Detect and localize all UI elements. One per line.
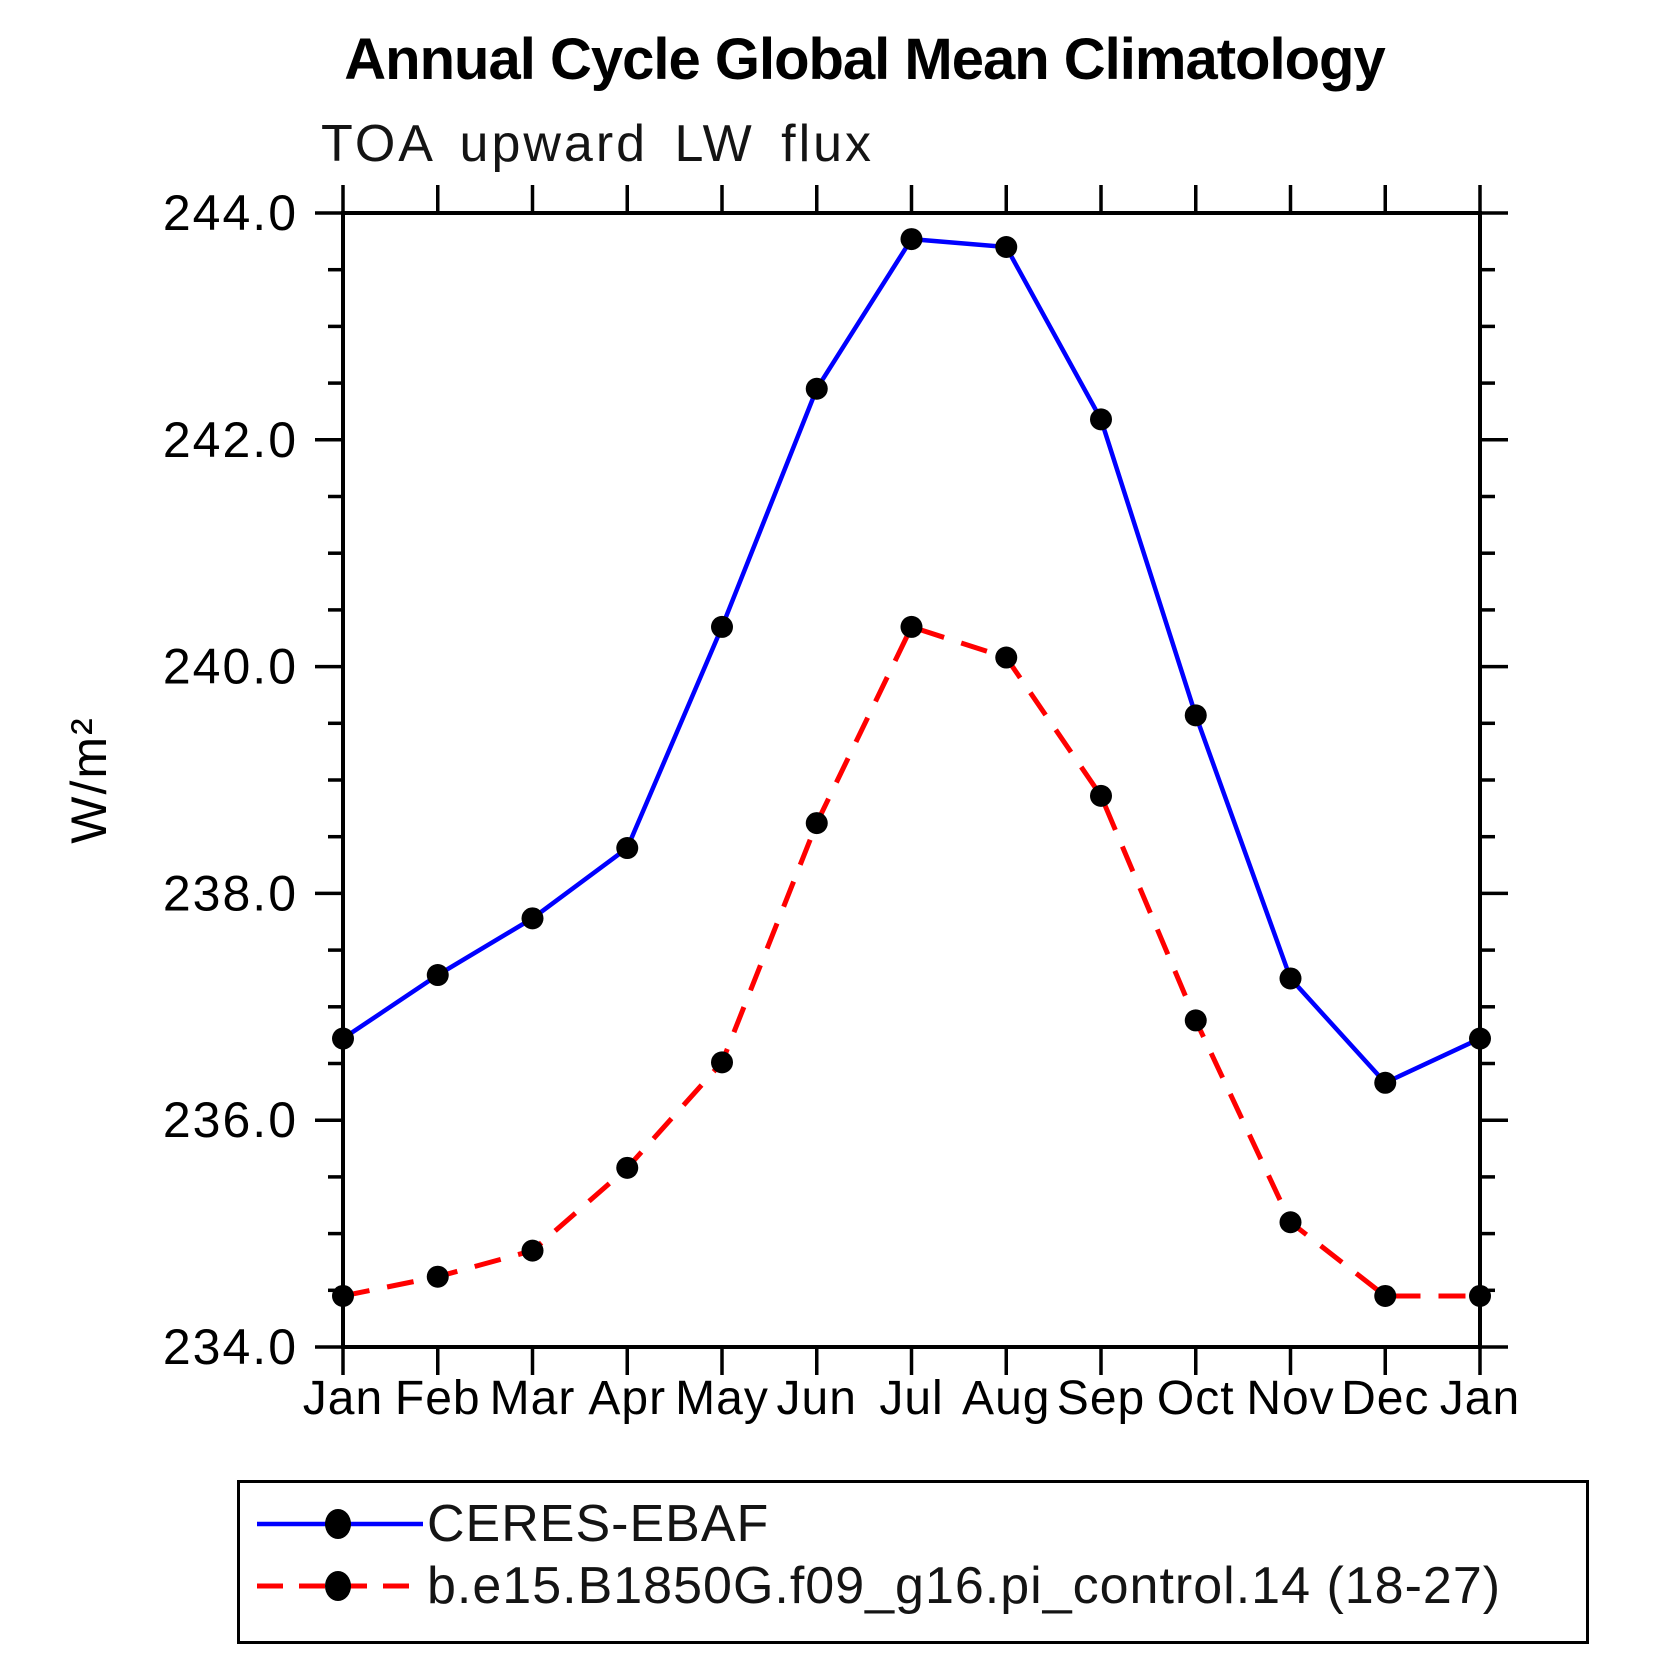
x-tick-label: Nov <box>1246 1372 1334 1425</box>
x-tick-label: Jan <box>1440 1372 1520 1425</box>
data-point-s0-12 <box>1469 1027 1491 1050</box>
data-point-s1-1 <box>426 1265 449 1288</box>
series-line-1 <box>342 623 1480 1299</box>
y-tick-label: 238.0 <box>163 865 298 921</box>
x-tick-label: Jun <box>777 1372 857 1425</box>
data-point-s0-10 <box>1279 967 1302 990</box>
data-point-s0-8 <box>1090 408 1112 431</box>
x-tick-label: Aug <box>962 1372 1050 1425</box>
data-point-s0-6 <box>900 228 923 251</box>
x-tick-label: Mar <box>490 1372 576 1425</box>
legend-sample-dashed-line <box>257 1571 423 1601</box>
plot-border <box>341 211 1482 1349</box>
y-tick-label: 242.0 <box>163 412 298 468</box>
y-tick-label: 244.0 <box>163 185 298 241</box>
data-point-s1-6 <box>900 615 923 638</box>
x-tick-label: Dec <box>1341 1372 1429 1425</box>
data-point-s1-2 <box>521 1239 544 1262</box>
data-point-s1-3 <box>616 1156 639 1179</box>
legend-label-model: b.e15.B1850G.f09_g16.pi_control.14 (18-2… <box>427 1557 1502 1615</box>
data-point-s0-5 <box>805 377 828 400</box>
series-line-0 <box>341 236 1481 1086</box>
data-point-s0-11 <box>1374 1071 1397 1094</box>
legend-sample-solid-line <box>257 1509 423 1539</box>
data-point-s0-0 <box>332 1027 354 1050</box>
data-point-s1-12 <box>1469 1284 1491 1307</box>
data-point-s1-8 <box>1090 784 1112 807</box>
chart-subtitle: TOA upward LW flux <box>321 115 875 173</box>
x-tick-label: May <box>675 1372 769 1425</box>
legend-item-observation: CERES-EBAF <box>240 1493 1586 1555</box>
data-point-s0-2 <box>521 907 544 930</box>
chart-title: Annual Cycle Global Mean Climatology <box>344 27 1385 92</box>
y-tick-label: 234.0 <box>163 1319 298 1375</box>
data-point-s1-5 <box>805 812 828 835</box>
x-tick-label: Apr <box>588 1372 666 1425</box>
y-axis-title: W/m² <box>61 716 117 843</box>
data-point-s0-3 <box>616 837 639 860</box>
x-tick-label: Feb <box>395 1372 481 1425</box>
legend: CERES-EBAF b.e15.B1850G.f09_g16.pi_contr… <box>237 1480 1589 1644</box>
data-point-s0-9 <box>1184 704 1207 727</box>
x-tick-label: Oct <box>1157 1372 1235 1425</box>
data-point-s1-7 <box>995 646 1018 669</box>
data-point-s1-10 <box>1279 1211 1302 1234</box>
y-tick-label: 236.0 <box>163 1092 298 1148</box>
data-point-s1-9 <box>1184 1009 1207 1032</box>
x-tick-label: Sep <box>1057 1372 1145 1425</box>
data-point-s1-4 <box>711 1051 733 1074</box>
data-point-s0-1 <box>426 964 449 987</box>
data-point-s1-11 <box>1374 1284 1397 1307</box>
data-point-s1-0 <box>332 1284 354 1307</box>
x-tick-label: Jul <box>879 1372 943 1425</box>
legend-item-model: b.e15.B1850G.f09_g16.pi_control.14 (18-2… <box>240 1555 1586 1617</box>
legend-label-observation: CERES-EBAF <box>427 1495 770 1553</box>
x-tick-label: Jan <box>303 1372 383 1425</box>
y-tick-label: 240.0 <box>163 639 298 695</box>
data-point-s0-7 <box>995 236 1018 259</box>
data-point-s0-4 <box>711 615 733 638</box>
